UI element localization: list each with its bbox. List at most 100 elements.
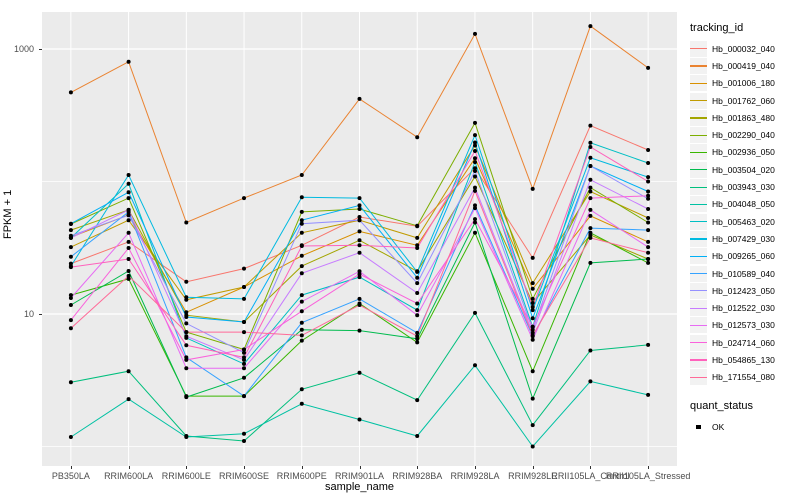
point-Hb_009265_060-RRIM928LE — [530, 316, 535, 321]
point-Hb_001762_060-RRIM600SE — [242, 285, 246, 289]
point-Hb_054865_130-RRIM928BA — [415, 246, 420, 250]
point-Hb_001762_060-RRIM928LA — [473, 143, 477, 148]
point-Hb_171554_080-RRII105LA_Control — [588, 235, 593, 240]
point-Hb_005463_020-RRIM600LA — [126, 181, 131, 186]
legend-key-line-icon — [690, 324, 707, 327]
legend-key-line-icon — [690, 169, 707, 171]
point-Hb_005463_020-RRII105LA_Control — [588, 140, 593, 145]
legend-key-Hb_004048_050 — [690, 196, 707, 213]
x-tick-label-RRII105LA_Control: RRII105LA_Control — [551, 471, 630, 481]
point-Hb_024714_060-RRIM928LE — [530, 324, 535, 329]
point-Hb_003943_030-RRIM901LA — [357, 370, 362, 375]
legend-item-Hb_012423_050: Hb_012423_050 — [690, 282, 798, 299]
point-Hb_002936_050-PB350LA — [68, 293, 73, 298]
legend-key-line-icon — [690, 290, 707, 292]
point-Hb_054865_130-RRIM600SE — [242, 355, 246, 360]
x-tick-mark-RRIM600SE — [244, 466, 246, 469]
legend-items: Hb_000032_040 Hb_000419_040 Hb_001006_180 H… — [690, 40, 798, 386]
y-tick-label-1000: 1000 — [13, 43, 34, 54]
legend-key-Hb_001006_180 — [690, 75, 707, 92]
point-Hb_012573_030-RRII105LA_Stressed — [646, 245, 651, 250]
legend-key-Hb_010589_040 — [690, 265, 707, 282]
point-Hb_012522_030-PB350LA — [68, 235, 73, 240]
point-Hb_024714_060-PB350LA — [68, 318, 73, 323]
legend-item-Hb_171554_080: Hb_171554_080 — [690, 369, 798, 386]
point-Hb_000419_040-RRIM600LA — [126, 59, 131, 64]
point-Hb_010589_040-RRIM600PE — [299, 320, 304, 325]
point-Hb_007429_030-RRII105LA_Control — [588, 155, 593, 160]
legend-label-Hb_012573_030: Hb_012573_030 — [712, 320, 775, 331]
legend-label-Hb_000032_040: Hb_000032_040 — [712, 43, 775, 54]
point-Hb_012423_050-RRIM901LA — [357, 218, 362, 223]
point-Hb_010589_040-RRIM928BA — [415, 330, 420, 335]
point-Hb_003943_030-RRIM600LA — [126, 369, 131, 374]
legend-label-Hb_024714_060: Hb_024714_060 — [712, 337, 775, 348]
legend-key-line-icon — [690, 255, 707, 257]
x-tick-label-RRIM901LA: RRIM901LA — [334, 471, 385, 481]
point-Hb_007429_030-RRIM600SE — [242, 296, 246, 301]
point-Hb_001863_480-RRIM928LE — [530, 301, 535, 305]
legend-key-point-icon — [696, 424, 701, 430]
point-Hb_010589_040-PB350LA — [68, 254, 73, 259]
legend-label-Hb_010589_040: Hb_010589_040 — [712, 268, 775, 279]
point-Hb_007429_030-RRIM901LA — [357, 196, 362, 201]
point-Hb_005463_020-RRII105LA_Stressed — [646, 161, 651, 165]
legend-item-Hb_001863_480: Hb_001863_480 — [690, 109, 798, 126]
point-Hb_012573_030-RRIM600LA — [126, 230, 131, 235]
point-Hb_054865_130-RRIM600PE — [299, 244, 304, 248]
point-Hb_012522_030-RRIM600LA — [126, 207, 131, 212]
data-points — [68, 24, 651, 449]
point-Hb_009265_060-RRIM600LE — [184, 315, 189, 319]
point-Hb_002936_050-RRII105LA_Control — [588, 230, 593, 235]
point-Hb_002290_040-RRII105LA_Stressed — [646, 220, 651, 225]
y-axis-title: FPKM + 1 — [2, 189, 14, 239]
point-Hb_054865_130-RRIM901LA — [357, 243, 362, 248]
legend-label-Hb_012522_030: Hb_012522_030 — [712, 303, 775, 314]
point-Hb_004048_050-RRIM600LA — [126, 397, 131, 402]
legend-key-line-icon — [690, 238, 707, 240]
x-tick-mark-RRIM600LE — [186, 466, 188, 469]
legend-key-Hb_000419_040 — [690, 57, 707, 74]
point-Hb_003943_030-RRIM928LA — [473, 310, 477, 315]
point-Hb_004048_050-RRIM901LA — [357, 417, 362, 422]
point-Hb_003943_030-RRIM600PE — [299, 387, 304, 392]
point-Hb_004048_050-PB350LA — [68, 435, 73, 439]
legend-key-Hb_024714_060 — [690, 334, 707, 351]
point-Hb_002936_050-RRIM928BA — [415, 340, 420, 345]
point-Hb_000419_040-RRIM928BA — [415, 135, 420, 140]
point-Hb_001006_180-RRIM901LA — [357, 229, 362, 234]
point-Hb_001762_060-RRIM928BA — [415, 235, 420, 240]
point-Hb_003504_020-RRII105LA_Stressed — [646, 257, 651, 261]
legend-item-Hb_010589_040: Hb_010589_040 — [690, 265, 798, 282]
legend-key-line-icon — [690, 342, 707, 344]
point-Hb_001006_180-RRII105LA_Stressed — [646, 239, 651, 244]
point-Hb_012573_030-RRII105LA_Control — [588, 207, 593, 212]
point-Hb_171554_080-RRIM600LE — [184, 330, 189, 335]
x-tick-label-RRIM600PE: RRIM600PE — [276, 471, 327, 481]
point-Hb_001863_480-RRIM901LA — [357, 238, 362, 243]
point-Hb_054865_130-RRIM600LE — [184, 343, 189, 348]
point-Hb_003504_020-RRIM901LA — [357, 328, 362, 333]
point-Hb_171554_080-RRIM600PE — [299, 333, 304, 338]
point-Hb_003943_030-RRII105LA_Control — [588, 348, 593, 353]
point-Hb_004048_050-RRIM600LE — [184, 435, 189, 439]
legend-item-Hb_002936_050: Hb_002936_050 — [690, 144, 798, 161]
point-Hb_004048_050-RRIM928BA — [415, 434, 420, 438]
legend-key-line-icon — [690, 273, 707, 275]
point-Hb_003504_020-RRII105LA_Control — [588, 260, 593, 265]
point-Hb_012573_030-RRIM600LE — [184, 366, 189, 371]
point-Hb_024714_060-RRIM600LE — [184, 357, 189, 362]
legend-key-line-icon — [690, 186, 707, 188]
legend-item-Hb_005463_020: Hb_005463_020 — [690, 213, 798, 230]
legend-quant-items: OK — [690, 418, 798, 435]
legend-key-line-icon — [690, 100, 707, 102]
point-Hb_001863_480-RRIM928LA — [473, 174, 477, 179]
point-Hb_012423_050-RRII105LA_Stressed — [646, 196, 651, 201]
y-tick-label-10: 10 — [23, 308, 34, 319]
point-Hb_001863_480-PB350LA — [68, 228, 73, 233]
point-Hb_000419_040-RRIM928LE — [530, 186, 535, 191]
x-tick-mark-PB350LA — [70, 466, 72, 469]
point-Hb_012423_050-RRIM928BA — [415, 281, 420, 286]
legend-item-Hb_002290_040: Hb_002290_040 — [690, 126, 798, 144]
